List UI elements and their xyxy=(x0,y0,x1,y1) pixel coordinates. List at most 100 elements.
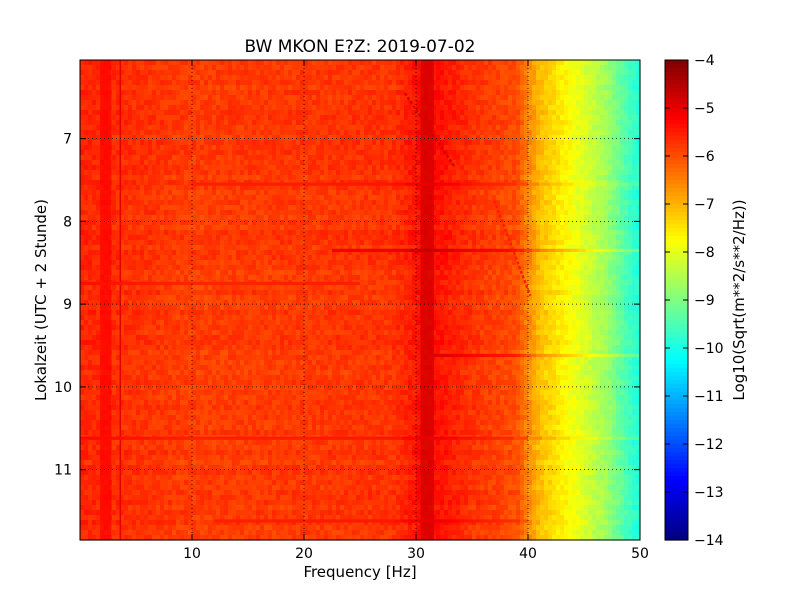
heatmap-cell xyxy=(548,115,553,121)
heatmap-cell xyxy=(376,110,381,116)
heatmap-cell xyxy=(536,80,541,86)
heatmap-cell xyxy=(244,80,249,86)
heatmap-cell xyxy=(528,105,533,111)
heatmap-cell xyxy=(148,185,153,191)
heatmap-cell xyxy=(512,70,517,76)
heatmap-cell xyxy=(624,160,629,166)
heatmap-cell xyxy=(440,60,445,66)
heatmap-cell xyxy=(80,160,85,166)
heatmap-cell xyxy=(280,75,285,81)
heatmap-cell xyxy=(312,145,317,151)
heatmap-cell xyxy=(524,230,529,236)
heatmap-cell xyxy=(636,225,641,231)
heatmap-cell xyxy=(124,195,129,201)
heatmap-cell xyxy=(432,155,437,161)
heatmap-cell xyxy=(544,175,549,181)
heatmap-cell xyxy=(592,115,597,121)
heatmap-cell xyxy=(268,215,273,221)
heatmap-cell xyxy=(116,125,121,131)
heatmap-cell xyxy=(600,120,605,126)
heatmap-cell xyxy=(116,205,121,211)
heatmap-cell xyxy=(496,95,501,101)
heatmap-cell xyxy=(280,155,285,161)
heatmap-cell xyxy=(192,115,197,121)
heatmap-cell xyxy=(536,170,541,176)
heatmap-cell xyxy=(384,105,389,111)
heatmap-cell xyxy=(220,155,225,161)
heatmap-cell xyxy=(288,135,293,141)
heatmap-cell xyxy=(556,115,561,121)
heatmap-cell xyxy=(152,140,157,146)
heatmap-cell xyxy=(620,85,625,91)
heatmap-cell xyxy=(408,145,413,151)
heatmap-cell xyxy=(480,125,485,131)
heatmap-cell xyxy=(300,60,305,66)
heatmap-cell xyxy=(452,215,457,221)
heatmap-cell xyxy=(260,85,265,91)
heatmap-cell xyxy=(632,155,637,161)
heatmap-cell xyxy=(148,135,153,141)
heatmap-cell xyxy=(476,125,481,131)
heatmap-cell xyxy=(268,145,273,151)
heatmap-row xyxy=(80,165,641,171)
heatmap-cell xyxy=(264,95,269,101)
heatmap-cell xyxy=(404,95,409,101)
heatmap-cell xyxy=(500,130,505,136)
heatmap-cell xyxy=(140,230,145,236)
heatmap-cell xyxy=(140,170,145,176)
heatmap-cell xyxy=(556,90,561,96)
heatmap-cell xyxy=(300,165,305,171)
heatmap-cell xyxy=(196,110,201,116)
heatmap-cell xyxy=(480,120,485,126)
heatmap-cell xyxy=(208,130,213,136)
heatmap-cell xyxy=(132,70,137,76)
heatmap-cell xyxy=(176,225,181,231)
heatmap-cell xyxy=(324,150,329,156)
heatmap-cell xyxy=(508,170,513,176)
heatmap-cell xyxy=(140,185,145,191)
heatmap-cell xyxy=(616,70,621,76)
heatmap-cell xyxy=(412,135,417,141)
heatmap-cell xyxy=(288,70,293,76)
heatmap-cell xyxy=(356,165,361,171)
heatmap-cell xyxy=(116,95,121,101)
heatmap-cell xyxy=(484,190,489,196)
heatmap-cell xyxy=(364,160,369,166)
heatmap-cell xyxy=(540,130,545,136)
heatmap-cell xyxy=(604,60,609,66)
heatmap-cell xyxy=(144,170,149,176)
heatmap-cell xyxy=(180,230,185,236)
heatmap-row xyxy=(80,105,641,111)
heatmap-cell xyxy=(272,160,277,166)
heatmap-cell xyxy=(320,190,325,196)
heatmap-row xyxy=(80,125,641,131)
heatmap-cell xyxy=(208,160,213,166)
heatmap-cell xyxy=(400,185,405,191)
heatmap-cell xyxy=(168,80,173,86)
heatmap-cell xyxy=(260,95,265,101)
heatmap-cell xyxy=(516,110,521,116)
heatmap-cell xyxy=(140,100,145,106)
heatmap-cell xyxy=(632,185,637,191)
heatmap-cell xyxy=(116,235,121,241)
heatmap-cell xyxy=(144,175,149,181)
heatmap-cell xyxy=(204,130,209,136)
heatmap-cell xyxy=(620,215,625,221)
heatmap-cell xyxy=(248,150,253,156)
heatmap-cell xyxy=(376,170,381,176)
heatmap-cell xyxy=(444,155,449,161)
heatmap-cell xyxy=(408,95,413,101)
heatmap-cell xyxy=(628,80,633,86)
heatmap-cell xyxy=(316,135,321,141)
heatmap-cell xyxy=(320,200,325,206)
heatmap-cell xyxy=(140,70,145,76)
heatmap-cell xyxy=(172,195,177,201)
heatmap-cell xyxy=(140,165,145,171)
heatmap-cell xyxy=(96,90,101,96)
heatmap-cell xyxy=(268,160,273,166)
heatmap-cell xyxy=(212,235,217,241)
heatmap-cell xyxy=(336,230,341,236)
heatmap-cell xyxy=(92,200,97,206)
heatmap-cell xyxy=(572,100,577,106)
heatmap-cell xyxy=(148,160,153,166)
